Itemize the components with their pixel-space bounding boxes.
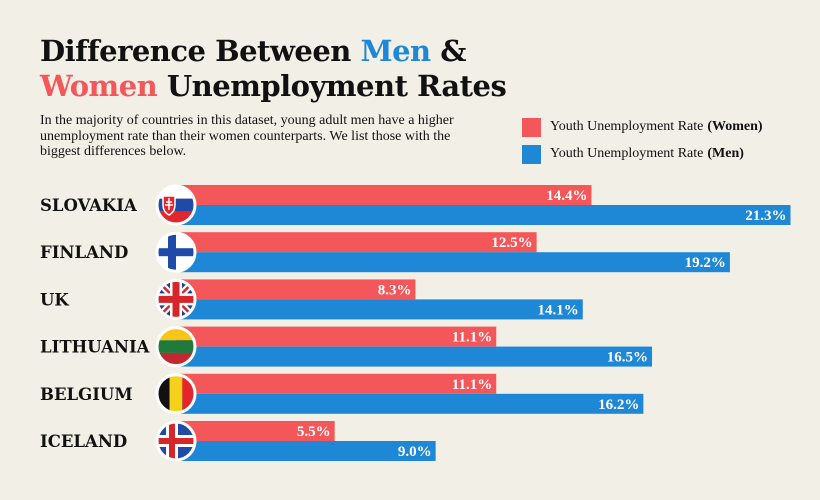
country-label: SLOVAKIA — [40, 196, 137, 215]
value-label-women: 8.3% — [378, 282, 412, 298]
legend-men-swatch — [522, 144, 541, 164]
bar-women — [176, 232, 537, 253]
bar-men — [176, 252, 730, 273]
bar-women — [176, 185, 592, 205]
bar-women — [176, 421, 335, 441]
finland-flag-icon — [155, 231, 197, 273]
value-label-men: 19.2% — [685, 255, 726, 271]
title-men-word: Men — [360, 34, 432, 68]
row-belgium: BELGIUM 11.1% 16.2% — [40, 373, 644, 415]
country-label: BELGIUM — [40, 385, 133, 404]
row-slovakia: SLOVAKIA 14.4% 21.3% — [40, 184, 791, 226]
row-lithuania: LITHUANIA 11.1% 16.5% — [40, 326, 653, 368]
value-label-men: 16.2% — [598, 397, 639, 413]
belgium-flag-icon — [155, 373, 197, 415]
bar-men — [176, 205, 791, 225]
value-label-women: 11.1% — [452, 377, 492, 393]
country-label: ICELAND — [40, 432, 127, 451]
bar-men — [176, 393, 644, 414]
row-finland: FINLAND 12.5% 19.2% — [40, 231, 730, 273]
iceland-flag-icon — [155, 420, 197, 462]
value-label-women: 11.1% — [452, 330, 492, 346]
bar-women — [176, 326, 497, 347]
bar-men — [176, 299, 583, 320]
row-iceland: ICELAND 5.5% 9.0% — [40, 420, 436, 462]
country-label: LITHUANIA — [40, 338, 150, 357]
page-title: Difference Between Men & Women Unemployme… — [40, 34, 507, 103]
legend-women-bold: (Women) — [707, 119, 763, 134]
legend-men-bold: (Men) — [707, 146, 744, 161]
value-label-men: 16.5% — [607, 350, 648, 366]
slovakia-flag-icon — [155, 184, 197, 226]
legend-women-label: Youth Unemployment Rate — [550, 119, 704, 134]
legend-men-label: Youth Unemployment Rate — [550, 146, 704, 161]
value-label-men: 21.3% — [745, 208, 786, 224]
title-women-word: Women — [40, 69, 158, 103]
uk-flag-icon — [155, 278, 197, 320]
legend-women: Youth Unemployment Rate (Women) — [522, 117, 763, 137]
value-label-men: 14.1% — [538, 302, 579, 318]
legend-women-swatch — [522, 117, 541, 137]
country-label: FINLAND — [40, 243, 128, 262]
lithuania-flag-icon — [155, 326, 197, 368]
row-uk: UK 8.3% 14.1% — [40, 278, 583, 320]
value-label-women: 5.5% — [297, 424, 331, 440]
value-label-men: 9.0% — [398, 444, 432, 460]
legend-men: Youth Unemployment Rate (Men) — [522, 144, 763, 164]
legend: Youth Unemployment Rate (Women) Youth Un… — [522, 117, 763, 171]
bar-men — [176, 441, 436, 461]
subtitle: In the majority of countries in this dat… — [40, 113, 454, 159]
bar-men — [176, 346, 653, 367]
value-label-women: 14.4% — [546, 188, 587, 204]
country-label: UK — [40, 290, 69, 309]
value-label-women: 12.5% — [491, 235, 532, 251]
bar-women — [176, 373, 497, 394]
bar-women — [176, 279, 416, 300]
